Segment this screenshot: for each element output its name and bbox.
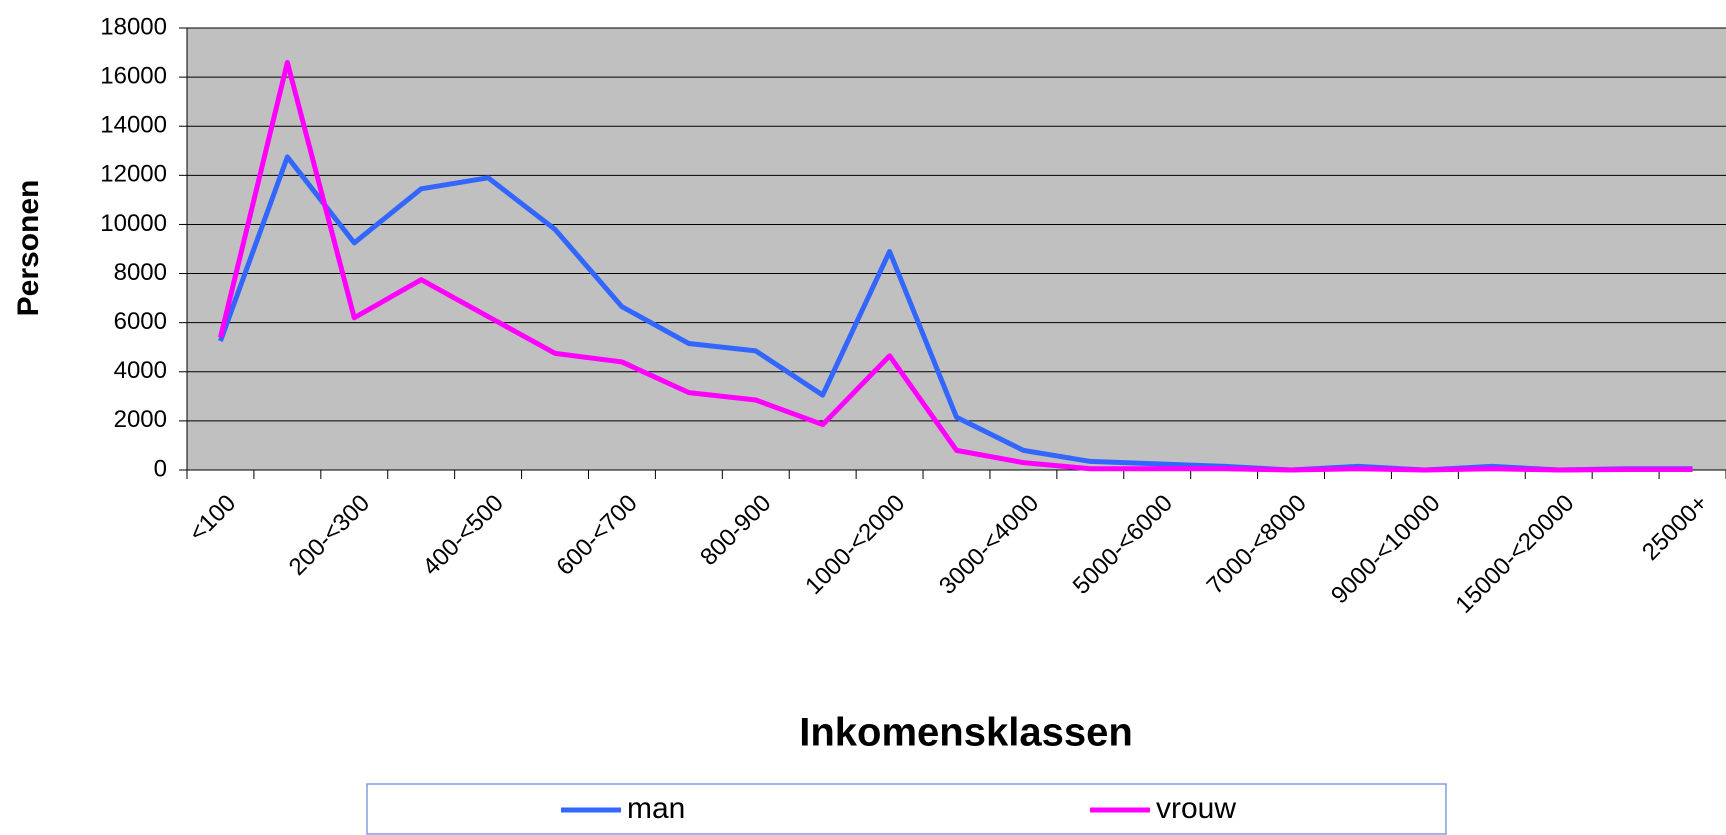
x-tick-label: 600-<700 — [551, 490, 642, 581]
y-tick-label: 8000 — [114, 259, 167, 286]
legend-label: vrouw — [1156, 792, 1236, 825]
x-tick-label: 1000-<2000 — [800, 490, 910, 600]
x-tick-label: 5000-<6000 — [1068, 490, 1178, 600]
x-axis-title: Inkomensklassen — [799, 711, 1133, 755]
x-tick-label: <100 — [184, 490, 241, 547]
y-tick-label: 18000 — [100, 13, 167, 40]
x-tick-label: 800-900 — [695, 490, 776, 571]
y-tick-label: 14000 — [100, 112, 167, 139]
legend — [366, 783, 1447, 835]
x-tick-label: 400-<500 — [418, 490, 509, 581]
y-tick-label: 10000 — [100, 210, 167, 237]
x-tick-label: 15000-<20000 — [1450, 490, 1579, 619]
y-tick-label: 0 — [154, 455, 167, 482]
y-axis-title: Personen — [12, 180, 45, 317]
legend-label: man — [627, 792, 685, 825]
x-tick-label: 3000-<4000 — [934, 490, 1044, 600]
x-tick-label: 9000-<10000 — [1326, 490, 1446, 610]
x-tick-label: 200-<300 — [284, 490, 375, 581]
y-tick-label: 12000 — [100, 161, 167, 188]
x-tick-label: 7000-<8000 — [1202, 490, 1312, 600]
y-tick-label: 2000 — [114, 406, 167, 433]
line-series — [218, 59, 1693, 473]
y-tick-label: 16000 — [100, 62, 167, 89]
y-tick-label: 4000 — [114, 357, 167, 384]
plot-area — [187, 28, 1726, 470]
y-tick-label: 6000 — [114, 308, 167, 335]
x-tick-label: 25000+ — [1637, 490, 1713, 566]
